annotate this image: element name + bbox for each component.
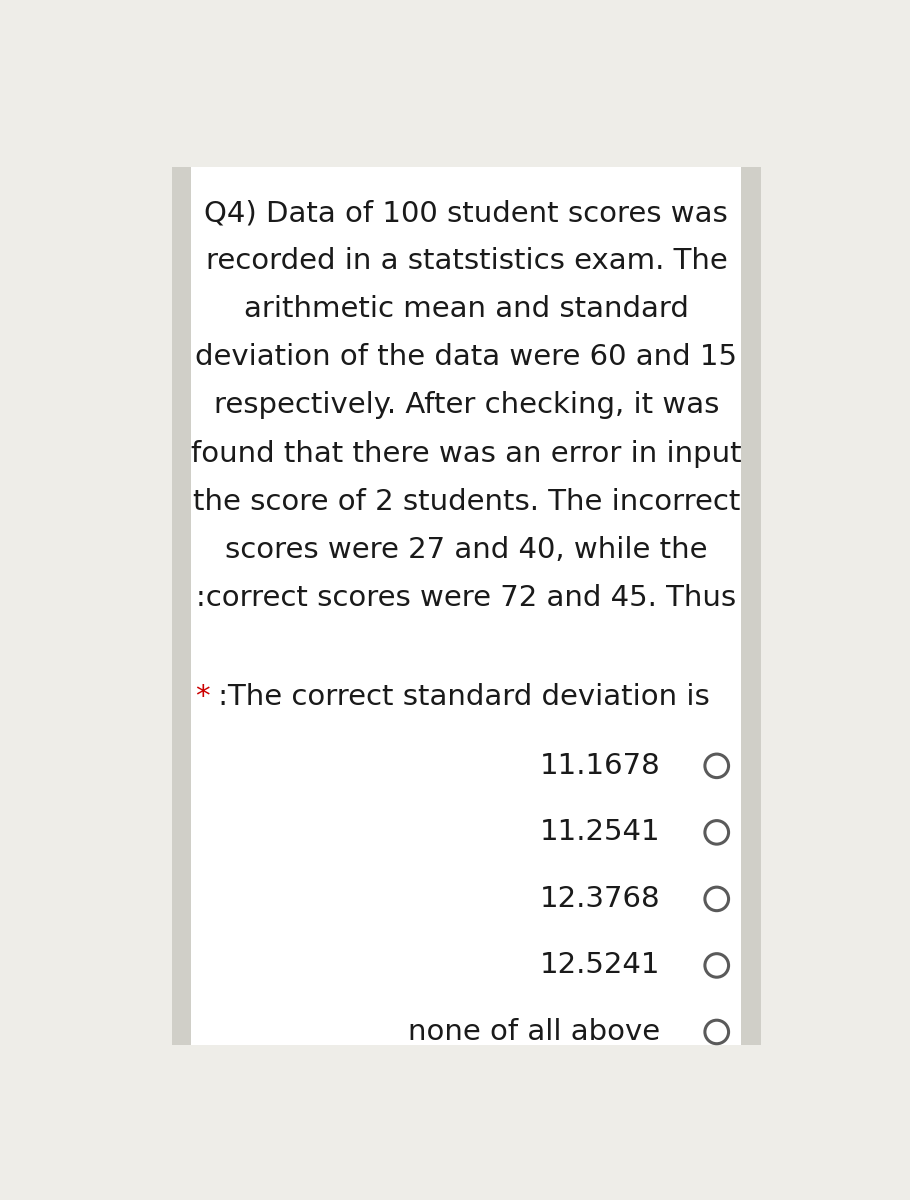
Text: 11.1678: 11.1678 — [540, 752, 661, 780]
Text: recorded in a statstistics exam. The: recorded in a statstistics exam. The — [206, 247, 727, 275]
Text: 12.5241: 12.5241 — [540, 952, 661, 979]
Text: 12.3768: 12.3768 — [540, 884, 661, 913]
Text: *: * — [195, 683, 209, 710]
Text: scores were 27 and 40, while the: scores were 27 and 40, while the — [225, 535, 708, 564]
Text: the score of 2 students. The incorrect: the score of 2 students. The incorrect — [193, 487, 740, 516]
Bar — [742, 167, 761, 1045]
Text: respectively. After checking, it was: respectively. After checking, it was — [214, 391, 719, 420]
Text: arithmetic mean and standard: arithmetic mean and standard — [244, 295, 689, 323]
Text: Q4) Data of 100 student scores was: Q4) Data of 100 student scores was — [205, 199, 728, 227]
Text: deviation of the data were 60 and 15: deviation of the data were 60 and 15 — [196, 343, 737, 372]
Bar — [172, 167, 191, 1045]
Text: 11.2541: 11.2541 — [540, 818, 661, 846]
Bar — [172, 167, 761, 1045]
Text: :correct scores were 72 and 45. Thus: :correct scores were 72 and 45. Thus — [197, 583, 736, 612]
Text: none of all above: none of all above — [409, 1018, 661, 1046]
Text: :The correct standard deviation is: :The correct standard deviation is — [209, 683, 710, 710]
Text: found that there was an error in input: found that there was an error in input — [191, 439, 742, 468]
